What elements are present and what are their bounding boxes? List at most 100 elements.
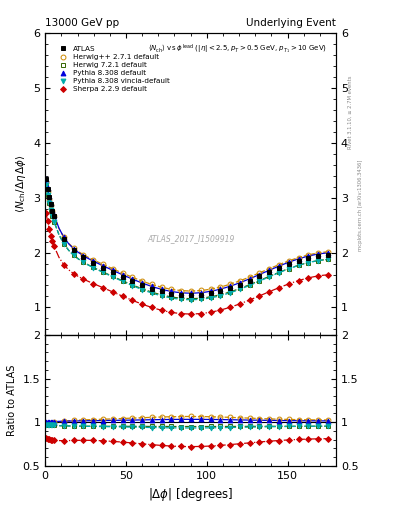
Sherpa 2.2.9 default	[110, 289, 115, 295]
ATLAS	[50, 207, 55, 214]
Herwig++ 2.7.1 default	[247, 274, 252, 280]
Herwig 7.2.1 default	[101, 269, 105, 275]
Herwig 7.2.1 default	[71, 252, 76, 258]
Herwig++ 2.7.1 default	[237, 278, 242, 284]
Herwig 7.2.1 default	[50, 213, 55, 219]
Pythia 8.308 vincia-default	[179, 296, 184, 303]
Herwig 7.2.1 default	[198, 295, 203, 301]
Pythia 8.308 vincia-default	[228, 290, 233, 296]
Pythia 8.308 vincia-default	[50, 213, 55, 219]
ATLAS	[44, 176, 48, 182]
Pythia 8.308 default	[277, 263, 281, 269]
Text: $\langle N_\mathrm{ch}\rangle$ vs $\phi^\mathrm{lead}$ ($|\eta| < 2.5, p_T > 0.5: $\langle N_\mathrm{ch}\rangle$ vs $\phi^…	[148, 42, 327, 56]
ATLAS	[71, 247, 76, 253]
Herwig++ 2.7.1 default	[316, 250, 321, 256]
Herwig++ 2.7.1 default	[169, 286, 174, 292]
Pythia 8.308 vincia-default	[61, 241, 66, 247]
Pythia 8.308 default	[296, 256, 301, 262]
Herwig++ 2.7.1 default	[91, 257, 95, 263]
Herwig++ 2.7.1 default	[286, 258, 291, 264]
Herwig 7.2.1 default	[306, 260, 311, 266]
ATLAS	[296, 258, 301, 264]
Herwig++ 2.7.1 default	[61, 234, 66, 240]
Sherpa 2.2.9 default	[130, 297, 135, 303]
Pythia 8.308 default	[179, 290, 184, 296]
Pythia 8.308 vincia-default	[44, 182, 48, 188]
ATLAS	[218, 288, 223, 294]
Pythia 8.308 vincia-default	[45, 191, 50, 198]
Pythia 8.308 vincia-default	[286, 266, 291, 272]
Pythia 8.308 vincia-default	[306, 260, 311, 266]
ATLAS	[159, 288, 164, 294]
Herwig++ 2.7.1 default	[267, 266, 272, 272]
Herwig++ 2.7.1 default	[208, 286, 213, 292]
Sherpa 2.2.9 default	[50, 238, 55, 244]
Pythia 8.308 vincia-default	[257, 278, 262, 284]
Y-axis label: $\langle N_\mathrm{ch} / \Delta\eta\,\Delta\phi \rangle$: $\langle N_\mathrm{ch} / \Delta\eta\,\De…	[14, 155, 28, 214]
ATLAS	[277, 265, 281, 271]
Text: mcplots.cern.ch [arXiv:1306.3436]: mcplots.cern.ch [arXiv:1306.3436]	[358, 159, 363, 250]
Herwig 7.2.1 default	[159, 292, 164, 298]
Herwig 7.2.1 default	[208, 294, 213, 300]
Herwig 7.2.1 default	[179, 295, 184, 301]
Herwig 7.2.1 default	[218, 292, 223, 298]
Pythia 8.308 vincia-default	[237, 286, 242, 292]
ATLAS	[169, 290, 174, 296]
Pythia 8.308 vincia-default	[277, 270, 281, 276]
Herwig 7.2.1 default	[257, 278, 262, 284]
Herwig 7.2.1 default	[47, 200, 51, 206]
Pythia 8.308 vincia-default	[218, 293, 223, 299]
Pythia 8.308 vincia-default	[189, 296, 193, 303]
Herwig 7.2.1 default	[277, 269, 281, 275]
Pythia 8.308 vincia-default	[325, 257, 330, 263]
Pythia 8.308 vincia-default	[149, 290, 154, 296]
Herwig 7.2.1 default	[228, 289, 233, 295]
ATLAS	[45, 186, 50, 192]
Herwig++ 2.7.1 default	[71, 245, 76, 251]
Herwig 7.2.1 default	[189, 295, 193, 302]
Herwig++ 2.7.1 default	[81, 251, 86, 258]
Pythia 8.308 vincia-default	[110, 274, 115, 280]
Line: ATLAS: ATLAS	[44, 177, 331, 298]
Herwig++ 2.7.1 default	[110, 266, 115, 272]
Sherpa 2.2.9 default	[325, 272, 330, 278]
Sherpa 2.2.9 default	[101, 285, 105, 291]
Pythia 8.308 default	[218, 286, 223, 292]
Herwig++ 2.7.1 default	[277, 262, 281, 268]
Pythia 8.308 default	[45, 185, 50, 191]
ATLAS	[325, 251, 330, 258]
Herwig 7.2.1 default	[247, 282, 252, 288]
ATLAS	[120, 273, 125, 280]
Herwig++ 2.7.1 default	[159, 284, 164, 290]
Sherpa 2.2.9 default	[237, 301, 242, 307]
Pythia 8.308 vincia-default	[130, 283, 135, 289]
ATLAS	[81, 254, 86, 261]
Herwig++ 2.7.1 default	[306, 252, 311, 258]
ATLAS	[48, 201, 53, 207]
Sherpa 2.2.9 default	[306, 275, 311, 281]
Herwig++ 2.7.1 default	[120, 270, 125, 276]
Legend: ATLAS, Herwig++ 2.7.1 default, Herwig 7.2.1 default, Pythia 8.308 default, Pythi: ATLAS, Herwig++ 2.7.1 default, Herwig 7.…	[52, 43, 173, 95]
Herwig++ 2.7.1 default	[189, 288, 193, 294]
ATLAS	[247, 278, 252, 284]
Pythia 8.308 vincia-default	[120, 278, 125, 284]
Herwig++ 2.7.1 default	[325, 249, 330, 255]
Pythia 8.308 default	[228, 283, 233, 289]
Herwig++ 2.7.1 default	[44, 179, 48, 185]
Pythia 8.308 vincia-default	[208, 295, 213, 301]
Herwig++ 2.7.1 default	[257, 270, 262, 276]
Pythia 8.308 vincia-default	[316, 258, 321, 264]
Pythia 8.308 vincia-default	[169, 295, 174, 301]
ATLAS	[91, 260, 95, 266]
Herwig 7.2.1 default	[44, 182, 48, 188]
Sherpa 2.2.9 default	[47, 226, 51, 232]
Herwig++ 2.7.1 default	[101, 261, 105, 267]
Herwig 7.2.1 default	[316, 258, 321, 264]
Herwig++ 2.7.1 default	[48, 202, 53, 208]
Sherpa 2.2.9 default	[149, 305, 154, 311]
Sherpa 2.2.9 default	[257, 293, 262, 299]
ATLAS	[316, 252, 321, 259]
ATLAS	[130, 278, 135, 284]
Text: ATLAS_2017_I1509919: ATLAS_2017_I1509919	[147, 234, 234, 243]
Pythia 8.308 default	[101, 263, 105, 269]
